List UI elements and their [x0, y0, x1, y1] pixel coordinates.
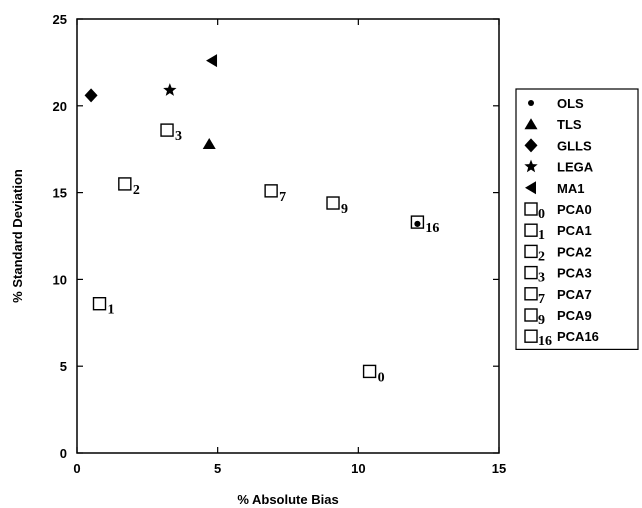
legend-marker-pca9 [524, 308, 538, 322]
point-label-pca3: 3 [175, 129, 182, 144]
legend-sub-pca2: 2 [538, 249, 545, 264]
legend-marker-pca7 [524, 287, 538, 301]
legend-sub-pca7: 7 [538, 292, 545, 307]
y-tick-label: 5 [60, 359, 67, 374]
point-lega [163, 83, 177, 96]
x-tick-label: 0 [73, 461, 80, 476]
legend-label-lega: LEGA [557, 160, 594, 175]
legend-marker-pca1 [524, 223, 538, 237]
point-label-pca16: 16 [425, 221, 439, 236]
point-tls [202, 137, 216, 149]
point-glls [84, 88, 98, 103]
y-tick-label: 20 [53, 99, 67, 114]
legend-label-tls: TLS [557, 117, 582, 132]
legend-label-ols: OLS [557, 96, 584, 111]
legend-marker-pca2 [524, 244, 538, 259]
legend-marker-pca0 [524, 202, 538, 216]
point-label-pca7: 7 [279, 190, 286, 205]
y-tick-label: 15 [53, 186, 67, 201]
point-pca3 [160, 123, 174, 137]
legend-marker-lega [524, 159, 538, 173]
y-tick-label: 25 [53, 12, 67, 27]
x-tick-label: 10 [351, 461, 365, 476]
point-pca9 [326, 196, 340, 210]
legend: OLS TLS GLLS LEGA MA1 0 PCA0 1 PCA1 2 PCA2 3 PCA3 7 PC… [515, 88, 639, 350]
legend-marker-pca3 [524, 265, 538, 280]
y-axis-label: % Standard Deviation [10, 169, 25, 303]
point-pca7 [264, 184, 278, 198]
point-label-pca9: 9 [341, 202, 348, 217]
legend-sub-pca3: 3 [538, 271, 545, 286]
x-axis-label: % Absolute Bias [237, 492, 338, 507]
plot-frame [76, 18, 500, 454]
legend-label-pca1: PCA1 [557, 223, 592, 238]
point-pca0 [362, 364, 377, 379]
x-tick-label: 5 [214, 461, 221, 476]
point-pca2 [118, 177, 132, 191]
legend-sub-pca0: 0 [538, 207, 545, 222]
point-label-pca1: 1 [108, 303, 115, 318]
legend-label-pca7: PCA7 [557, 287, 592, 302]
y-tick-label: 0 [60, 446, 67, 461]
legend-sub-pca9: 9 [538, 313, 545, 328]
legend-marker-ma1 [525, 181, 536, 195]
legend-label-pca3: PCA3 [557, 266, 592, 281]
legend-label-pca0: PCA0 [557, 202, 592, 217]
legend-label-glls: GLLS [557, 138, 592, 153]
legend-marker-tls [524, 118, 538, 130]
point-pca16 [410, 215, 425, 229]
x-tick-label: 15 [492, 461, 506, 476]
legend-marker-pca16 [524, 329, 538, 343]
point-ma1 [206, 54, 218, 68]
point-ols-overlay [414, 220, 421, 227]
legend-sub-pca16: 16 [538, 334, 552, 349]
legend-marker-glls [524, 138, 538, 153]
legend-label-pca9: PCA9 [557, 308, 592, 323]
point-label-pca0: 0 [378, 370, 385, 385]
legend-sub-pca1: 1 [538, 228, 545, 243]
point-label-pca2: 2 [133, 183, 140, 198]
legend-marker-ols [528, 100, 534, 106]
legend-box [515, 88, 639, 350]
y-tick-label: 10 [53, 272, 67, 287]
legend-label-ma1: MA1 [557, 181, 584, 196]
legend-label-pca2: PCA2 [557, 244, 592, 259]
legend-label-pca16: PCA16 [557, 329, 599, 344]
point-pca1 [92, 297, 107, 311]
